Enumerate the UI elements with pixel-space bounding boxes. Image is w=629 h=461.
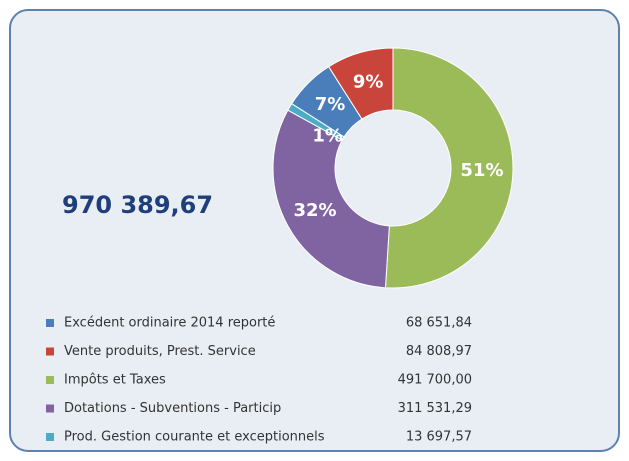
slice <box>287 103 345 141</box>
legend-amount: 311 531,29 <box>398 401 472 416</box>
legend-label: Vente produits, Prest. Service <box>64 344 256 359</box>
slice-label: 1% <box>312 125 343 146</box>
legend-label: Dotations - Subventions - Particip <box>64 401 281 416</box>
slice-label: 7% <box>315 94 346 115</box>
legend-amount: 13 697,57 <box>406 430 472 445</box>
legend-label: Prod. Gestion courante et exceptionnels <box>64 430 325 445</box>
slice-label: 51% <box>460 160 503 181</box>
legend-marker <box>46 319 54 327</box>
legend-amount: 68 651,84 <box>406 316 472 331</box>
legend-amount: 84 808,97 <box>406 344 472 359</box>
legend-marker <box>46 433 54 441</box>
legend-label: Excédent ordinaire 2014 reporté <box>64 316 275 331</box>
slice <box>384 47 514 289</box>
legend-marker <box>46 347 54 356</box>
total: 970 389,67 <box>62 191 213 219</box>
slice-label: 9% <box>353 72 384 93</box>
slice <box>272 109 390 289</box>
legend-marker <box>46 376 54 384</box>
legend-label: Impôts et Taxes <box>64 373 166 388</box>
slice-label: 32% <box>293 200 336 221</box>
legend-marker <box>46 404 54 413</box>
legend-amount: 491 700,00 <box>398 373 472 388</box>
